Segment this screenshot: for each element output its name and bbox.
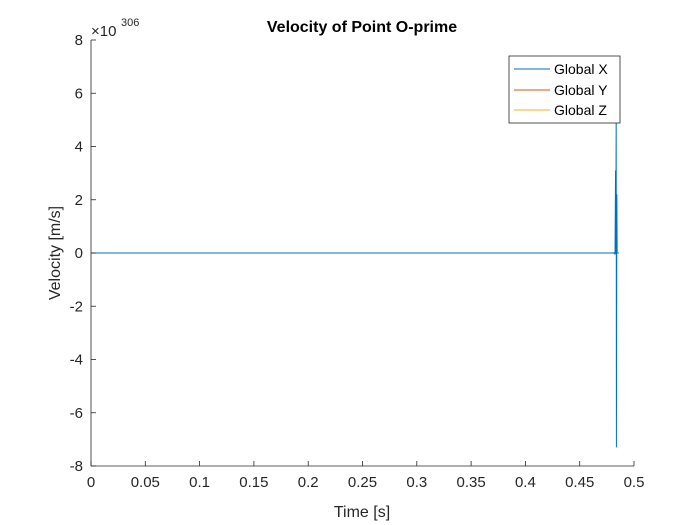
y-tick-label: 8 [75,32,83,49]
y-tick-label: -6 [70,405,83,422]
y-exponent-power: 306 [121,17,139,29]
x-tick-label: 0.45 [565,474,594,491]
series-layer [91,114,619,448]
y-tick-label: 2 [75,192,83,209]
x-tick-label: 0.5 [624,474,645,491]
legend: Global X Global Y Global Z [508,55,621,124]
y-axis-exponent: ×10 306 [91,17,139,40]
y-axis-label: Velocity [m/s] [47,206,64,300]
y-tick-label: 4 [75,139,83,156]
y-tick-label: 0 [75,245,83,262]
legend-label-global-x: Global X [554,61,608,77]
x-tick-label: 0 [87,474,95,491]
x-tick-label: 0.25 [348,474,377,491]
axes-layer: 0 0.05 0.1 0.15 0.2 0.25 0.3 0.35 0.4 0.45 0.5 -8 -6… [70,32,645,491]
legend-label-global-z: Global Z [554,102,607,118]
x-tick-label: 0.4 [515,474,536,491]
x-tick-label: 0.1 [189,474,210,491]
y-exponent-prefix: ×10 [91,23,116,40]
x-tick-label: 0.3 [406,474,427,491]
y-tick-label: -2 [70,298,83,315]
series-line-global-x [91,114,619,448]
x-tick-label: 0.2 [298,474,319,491]
y-tick-label: -4 [70,352,83,369]
x-tick-label: 0.35 [456,474,485,491]
x-tick-label: 0.15 [239,474,268,491]
chart-title: Velocity of Point O-prime [267,19,457,36]
y-tick-label: -8 [70,458,83,475]
legend-label-global-y: Global Y [554,82,608,98]
y-tick-label: 6 [75,85,83,102]
x-axis-label: Time [s] [334,504,390,521]
x-tick-label: 0.05 [131,474,160,491]
